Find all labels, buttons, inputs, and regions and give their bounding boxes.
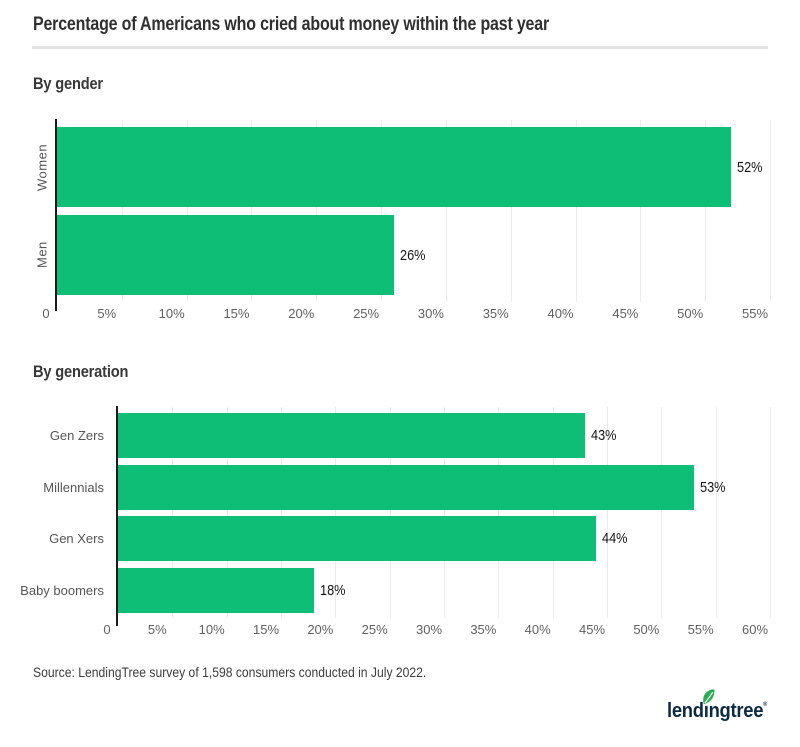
value-label: 53%	[700, 465, 730, 510]
chart-heading-by-gender: By gender	[33, 74, 103, 93]
x-tick-label: 30%	[415, 622, 443, 637]
x-tick-label: 50%	[633, 622, 660, 637]
gridline	[715, 407, 717, 618]
source-note: Source: LendingTree survey of 1,598 cons…	[33, 665, 427, 680]
gridline	[172, 407, 174, 618]
chart-heading-by-generation: By generation	[33, 362, 129, 381]
bar-women	[57, 127, 732, 207]
x-tick-label: 50%	[677, 306, 704, 321]
bar-gen-xers	[118, 516, 597, 562]
y-axis-line	[116, 406, 118, 626]
x-tick-label: 35%	[482, 306, 509, 321]
gridline	[251, 120, 253, 302]
x-tick-label: 10%	[158, 306, 185, 321]
x-tick-label: 20%	[307, 622, 334, 637]
x-tick-label: 15%	[252, 622, 280, 637]
x-tick-label: 10%	[198, 622, 225, 637]
x-tick-label: 0	[103, 622, 111, 637]
plot-area: 52% Women 26% Men 0 5% 10% 15% 20% 25% 30% 35% 40% 45…	[35, 119, 771, 321]
category-label: Gen Xers	[49, 531, 104, 547]
gridline	[770, 407, 771, 618]
x-tick-label: 20%	[288, 306, 315, 321]
x-tick-label: 25%	[353, 306, 380, 321]
value-label: 44%	[602, 516, 632, 561]
page-title: Percentage of Americans who cried about …	[33, 14, 647, 36]
logo-wordmark: lendıngtree®	[667, 700, 767, 722]
value-label: 26%	[400, 215, 430, 295]
x-tick-label: 5%	[97, 306, 117, 321]
x-tick-label: 35%	[470, 622, 497, 637]
gridline	[661, 407, 663, 618]
y-axis-line	[55, 119, 57, 311]
value-label-text: 43%	[591, 427, 617, 444]
title-divider	[32, 46, 768, 49]
category-label: Baby boomers	[20, 583, 104, 599]
lendingtree-logo: lendıngtree®	[667, 689, 776, 723]
gridline	[444, 407, 445, 618]
bar-millennials	[118, 464, 694, 510]
gridline	[498, 407, 500, 618]
bar-men	[57, 215, 395, 295]
gridline	[381, 120, 383, 302]
gridline	[705, 120, 707, 302]
trademark-symbol: ®	[763, 702, 767, 708]
category-label: Women	[34, 143, 50, 191]
value-label: 52%	[737, 127, 767, 207]
x-tick-label: 60%	[741, 622, 769, 637]
gridline	[510, 120, 512, 302]
value-label: 18%	[320, 568, 350, 613]
gridline	[607, 407, 608, 618]
x-tick-label: 25%	[361, 622, 388, 637]
gridline	[121, 120, 123, 302]
plot-area: 43% Gen Zers 53% Millennials 44% Gen Xers 18% B…	[20, 406, 771, 637]
category-label: Millennials	[43, 479, 104, 495]
gridline	[770, 120, 771, 302]
x-tick-label: 15%	[223, 306, 250, 321]
x-tick-label: 55%	[687, 622, 714, 637]
gridline	[575, 120, 577, 302]
value-label: 43%	[591, 413, 621, 458]
category-label: Gen Zers	[49, 428, 104, 443]
x-tick-label: 30%	[417, 306, 444, 321]
value-label-text: 52%	[737, 158, 763, 176]
leaf-icon	[703, 689, 715, 705]
value-label-text: 18%	[319, 582, 346, 600]
gridline	[640, 120, 642, 302]
gridline	[389, 407, 391, 618]
value-label-text: 26%	[400, 246, 426, 264]
gridline	[316, 120, 318, 302]
gridline	[226, 407, 228, 618]
x-tick-label: 55%	[741, 306, 769, 321]
x-tick-label: 40%	[524, 622, 551, 637]
x-tick-label: 40%	[547, 306, 574, 321]
value-label-text: 53%	[699, 478, 726, 496]
gridline	[335, 407, 337, 618]
gridline	[281, 407, 282, 618]
bar-gen-zers	[118, 413, 586, 458]
x-tick-label: 45%	[578, 622, 606, 637]
value-label-text: 44%	[602, 530, 628, 548]
bar-baby-boomers	[118, 568, 314, 614]
gridline	[445, 120, 447, 302]
x-tick-label: 45%	[612, 306, 639, 321]
page-title-text: Percentage of Americans who cried about …	[33, 14, 550, 35]
x-tick-label: 0	[42, 306, 50, 321]
category-label: Men	[34, 241, 50, 269]
gridline	[552, 407, 554, 618]
x-tick-label: 5%	[147, 622, 167, 637]
gridline	[186, 120, 188, 302]
